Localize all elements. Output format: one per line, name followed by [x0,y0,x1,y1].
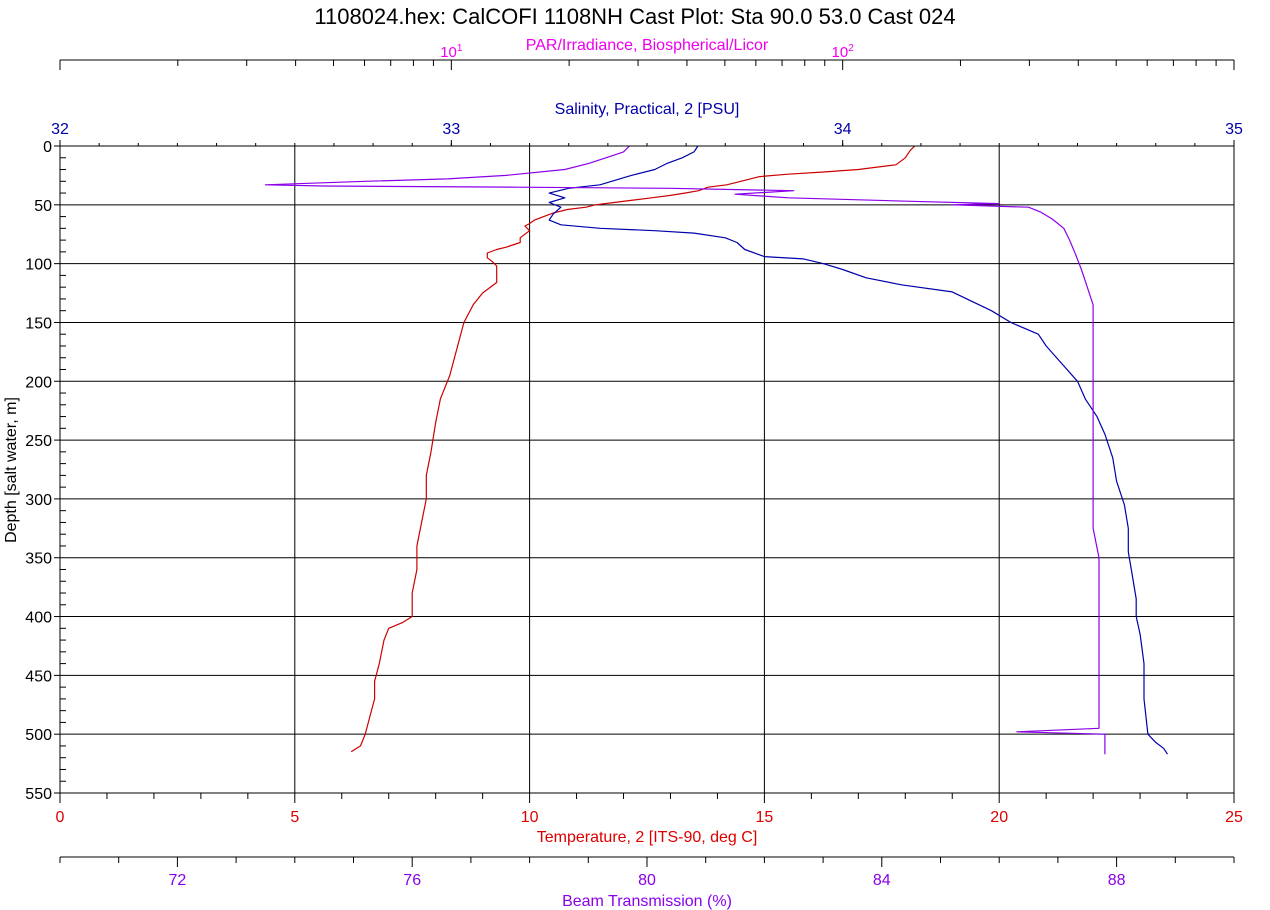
temperature-tick-label: 0 [56,809,65,826]
depth-tick-label: 0 [43,139,52,156]
temperature-profile-line [350,145,916,753]
salinity-profile-line [548,145,1169,755]
temperature-tick-label: 25 [1225,809,1243,826]
beam-tick-label: 88 [1108,872,1126,889]
depth-tick-label: 400 [25,610,52,627]
par-axis-label: PAR/Irradiance, Biospherical/Licor [526,37,769,54]
series [264,145,1169,755]
beam-tick-label: 84 [873,872,891,889]
depth-tick-label: 200 [25,374,52,391]
beam-tick-label: 80 [638,872,656,889]
depth-tick-label: 500 [25,727,52,744]
plot-frame [59,145,1235,794]
par-tick-label: 102 [832,43,855,61]
salinity-tick-label: 32 [51,121,69,138]
salinity-tick-label: 33 [442,121,460,138]
temperature-axis-label: Temperature, 2 [ITS-90, deg C] [537,829,758,846]
depth-tick-label: 350 [25,551,52,568]
axes [60,59,1234,858]
depth-tick-label: 250 [25,433,52,450]
temperature-tick-label: 10 [521,809,539,826]
temperature-tick-label: 20 [990,809,1008,826]
depth-tick-label: 100 [25,257,52,274]
depth-tick-label: 450 [25,668,52,685]
beam-axis-label: Beam Transmission (%) [562,893,732,910]
salinity-axis-label: Salinity, Practical, 2 [PSU] [555,101,740,118]
grid [60,146,1234,793]
salinity-tick-label: 34 [834,121,852,138]
par-tick-label: 101 [440,43,463,61]
depth-axis-label: Depth [salt water, m] [3,397,20,543]
depth-tick-label: 150 [25,315,52,332]
depth-tick-label: 550 [25,786,52,803]
temperature-tick-label: 5 [290,809,299,826]
temperature-tick-label: 15 [756,809,774,826]
chart-title: 1108024.hex: CalCOFI 1108NH Cast Plot: S… [314,4,955,29]
beam-tick-label: 72 [169,872,187,889]
depth-tick-label: 50 [34,198,52,215]
beam-profile-line [264,145,1106,755]
beam-tick-label: 76 [403,872,421,889]
depth-tick-label: 300 [25,492,52,509]
salinity-tick-label: 35 [1225,121,1243,138]
